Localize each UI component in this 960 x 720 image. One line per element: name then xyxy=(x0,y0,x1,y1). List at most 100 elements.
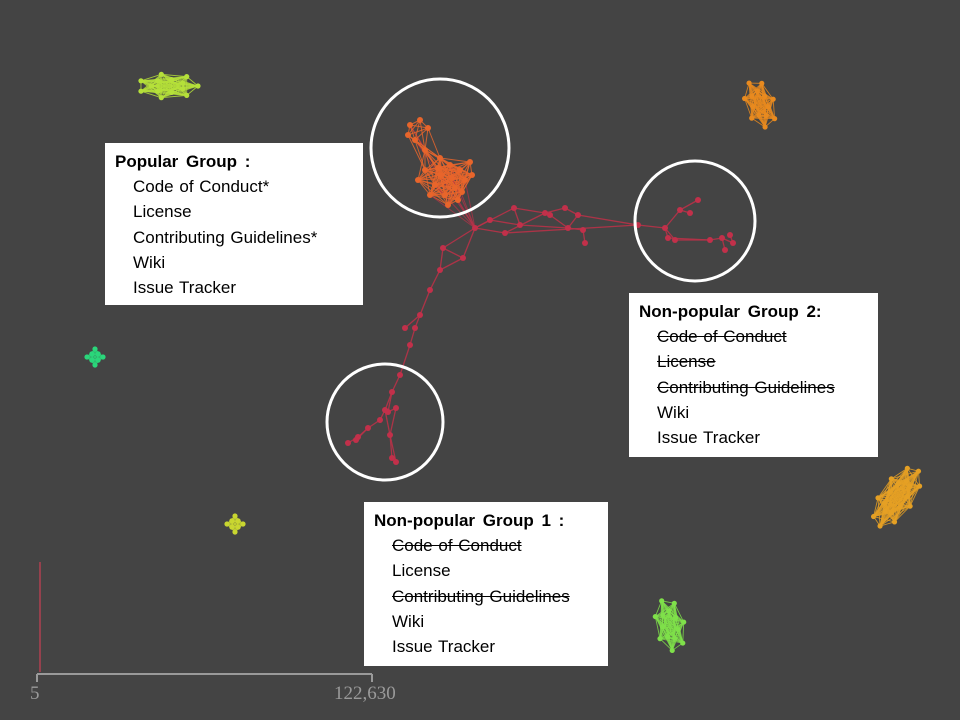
cluster-orange-node xyxy=(749,115,755,121)
cluster-gold-edge xyxy=(889,485,920,493)
cluster-light-green-node xyxy=(669,647,675,654)
np2-item-license: License xyxy=(657,352,716,372)
popular-cluster-node xyxy=(412,137,418,143)
network-node xyxy=(575,212,581,218)
cluster-orange-edge xyxy=(751,83,763,119)
cluster-gold-edge xyxy=(894,485,920,523)
cluster-orange-node xyxy=(765,104,772,110)
network-edge xyxy=(442,227,476,249)
network-edge xyxy=(464,179,476,229)
cluster-yellow-green-edge xyxy=(157,82,184,92)
popular-cluster-edge xyxy=(424,169,431,196)
nonpopular-group-2-list: Code of Conduct License Contributing Gui… xyxy=(639,324,868,450)
scale-axis xyxy=(36,562,373,682)
cluster-orange-node xyxy=(749,93,755,99)
network-node xyxy=(565,225,571,231)
popular-cluster-edge xyxy=(437,161,471,169)
cluster-gold-edge xyxy=(877,478,892,499)
cluster-gold-node xyxy=(897,504,903,510)
network-edge xyxy=(442,247,464,259)
np1-item-code-of-conduct: Code of Conduct xyxy=(392,536,522,556)
cluster-orange-edge xyxy=(744,95,765,99)
popular-item-code-of-conduct: Code of Conduct* xyxy=(133,177,270,197)
network-edge xyxy=(474,227,506,234)
network-edge xyxy=(434,184,476,229)
cluster-gold xyxy=(870,465,923,529)
network-edge xyxy=(389,407,397,436)
popular-cluster-edge xyxy=(439,157,471,163)
cluster-yellow-green-node xyxy=(195,83,201,89)
cluster-orange-edge xyxy=(751,117,766,128)
popular-cluster-node xyxy=(417,117,423,123)
cluster-light-green-edge xyxy=(655,616,676,618)
cluster-light-green-edge xyxy=(662,617,676,627)
cluster-yellow-node xyxy=(232,529,238,535)
cluster-yellow-green-edge xyxy=(140,73,162,82)
cluster-yellow-green-edge xyxy=(140,90,162,99)
np2-item-issue-tracker: Issue Tracker xyxy=(657,428,761,448)
nonpopular-group-1-box: Non-popular Group 1 : Code of Conduct Li… xyxy=(364,502,608,666)
network-edge xyxy=(519,224,569,229)
cluster-yellow-green xyxy=(138,71,201,101)
popular-cluster-edge xyxy=(447,187,456,206)
network-node xyxy=(407,342,413,348)
cluster-gold-edge xyxy=(884,496,908,504)
network-edge xyxy=(387,391,393,413)
popular-cluster-node xyxy=(432,182,438,188)
popular-cluster-node xyxy=(435,165,441,171)
cluster-yellow-green-node xyxy=(148,83,155,89)
cluster-orange-node xyxy=(754,88,760,94)
network-node xyxy=(393,405,399,411)
popular-cluster-node xyxy=(437,172,443,178)
network-edge xyxy=(399,344,411,376)
cluster-orange-edge xyxy=(752,83,763,107)
scale-max-label: 122,630 xyxy=(334,683,396,704)
network-node xyxy=(487,217,493,223)
cluster-gold-edge xyxy=(909,485,920,507)
popular-cluster-node xyxy=(459,189,465,195)
cluster-gold-node xyxy=(916,483,923,489)
network-edge xyxy=(504,224,639,234)
network-node xyxy=(580,227,586,233)
cluster-yellow-node xyxy=(235,518,241,524)
cluster-light-green-node xyxy=(659,598,665,604)
cluster-orange-edge xyxy=(764,96,766,128)
network-edge xyxy=(577,214,639,226)
cluster-gold-edge xyxy=(889,491,908,497)
popular-group-list: Code of Conduct* License Contributing Gu… xyxy=(115,174,353,300)
popular-cluster-node xyxy=(449,175,455,181)
cluster-light-green-node xyxy=(652,613,658,620)
np2-item-wiki: Wiki xyxy=(657,402,690,422)
cluster-gold-node xyxy=(882,508,888,514)
cluster-yellow-green-edge xyxy=(140,73,162,92)
cluster-teal-node xyxy=(84,354,90,360)
cluster-orange-edge xyxy=(761,83,774,100)
cluster-orange-edge xyxy=(744,98,753,119)
cluster-gold-node xyxy=(904,465,910,471)
cluster-gold-edge xyxy=(907,470,919,497)
cluster-yellow-green-node xyxy=(180,80,186,86)
scale-min-label: 5 xyxy=(30,683,40,704)
cluster-yellow-green-edge xyxy=(161,94,187,99)
popular-cluster-node xyxy=(452,185,458,191)
cluster-gold-edge xyxy=(884,485,920,504)
cluster-yellow-green-edge xyxy=(157,74,162,92)
popular-cluster-edge xyxy=(437,167,473,176)
popular-cluster-edge xyxy=(409,124,429,129)
popular-cluster-node xyxy=(407,122,413,128)
cluster-orange-edge xyxy=(752,95,765,107)
cluster-yellow-green-node xyxy=(184,74,190,80)
nonpopular-group-1-title: Non-popular Group 1 : xyxy=(374,511,565,530)
cluster-orange-edge xyxy=(744,83,763,99)
network-node xyxy=(389,455,395,461)
network-edge xyxy=(429,269,441,291)
cluster-gold-edge xyxy=(891,467,908,480)
network-node xyxy=(345,440,351,446)
network-node xyxy=(672,237,678,243)
cluster-gold-edge xyxy=(877,467,908,499)
cluster-gold-node xyxy=(887,489,893,495)
popular-cluster-edge xyxy=(427,127,441,159)
np2-item-code-of-conduct: Code of Conduct xyxy=(657,327,787,347)
popular-cluster-node xyxy=(422,147,428,153)
popular-cluster-edge xyxy=(447,177,453,206)
